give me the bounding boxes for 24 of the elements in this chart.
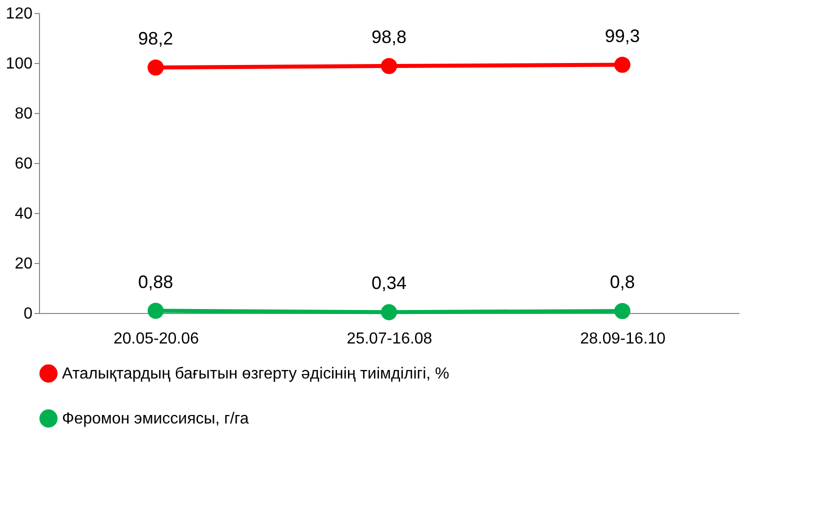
- legend-label: Аталықтардың бағытын өзгерту әдісінің тиімділігі, %: [62, 366, 450, 382]
- data-label: 0,88: [138, 272, 174, 292]
- point: [380, 304, 398, 320]
- x-tick-label: 28.09-16.10: [580, 330, 666, 348]
- y-tick-label: 80: [14, 106, 33, 122]
- x-tick-label: 25.07-16.08: [346, 330, 432, 348]
- y-tick-label: 40: [14, 206, 33, 222]
- point: [380, 58, 398, 74]
- data-label: 0,8: [610, 272, 635, 292]
- y-tick-label: 0: [24, 306, 33, 322]
- y-tick-label: 20: [14, 256, 33, 272]
- legend-label: Феромон эмиссиясы, г/га: [62, 410, 249, 428]
- data-label: 99,3: [604, 26, 640, 46]
- x-tick-label: 20.05-20.06: [113, 330, 199, 348]
- y-tick-label: 60: [14, 156, 33, 172]
- point: [614, 56, 630, 73]
- point: [148, 59, 164, 76]
- data-label: 0,34: [371, 273, 407, 294]
- y-tick-label: 100: [6, 56, 33, 72]
- point: [148, 302, 164, 319]
- y-tick-label: 120: [6, 6, 33, 22]
- point: [614, 302, 630, 320]
- data-label: 98,8: [371, 27, 407, 47]
- data-label: 98,2: [138, 28, 174, 48]
